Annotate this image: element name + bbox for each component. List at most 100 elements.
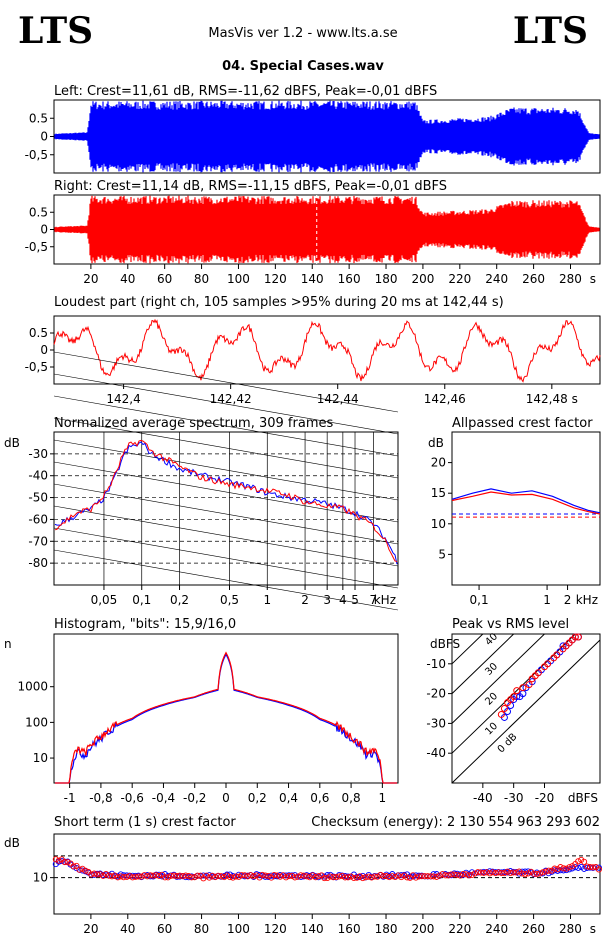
allpassed-crest-title: Allpassed crest factor — [452, 416, 593, 431]
short-term-crest-point-0 — [120, 872, 127, 879]
short-term-crest-point-1 — [147, 872, 154, 879]
loudest-part-xtick-label: 142,4 — [106, 392, 140, 406]
loudest-part-line — [53, 318, 601, 383]
short-term-crest-point-1 — [173, 873, 180, 880]
short-term-crest-point-1 — [150, 872, 157, 879]
short-term-crest-point-1 — [539, 869, 546, 876]
avg-spectrum-ytick-label: -50 — [28, 491, 48, 505]
short-term-crest-point-1 — [250, 873, 257, 880]
short-term-crest-point-1 — [412, 874, 419, 881]
short-term-crest-point-1 — [247, 872, 254, 879]
short-term-crest-point-1 — [212, 874, 219, 881]
app-title: MasVis ver 1.2 - www.lts.a.se — [208, 26, 398, 41]
short-term-crest-point-1 — [477, 869, 484, 876]
short-term-crest-point-1 — [61, 859, 68, 866]
peak-vs-rms-point-1 — [553, 651, 561, 659]
short-term-crest-point-1 — [356, 873, 363, 880]
short-term-crest-point-0 — [516, 870, 523, 877]
short-term-crest-xtick-label: 100 — [227, 922, 250, 936]
short-term-crest-point-1 — [483, 869, 490, 876]
avg-spectrum-series-0 — [54, 441, 398, 565]
left-waveform-title: Left: Crest=11,61 dB, RMS=-11,62 dBFS, P… — [54, 84, 437, 99]
short-term-crest-xtick-label: 120 — [264, 922, 287, 936]
short-term-crest-point-1 — [209, 872, 216, 879]
avg-spectrum-slope-line — [53, 483, 399, 545]
loudest-part-xtick-label: 142,46 — [424, 392, 466, 406]
right-waveform-title: Right: Crest=11,14 dB, RMS=-11,15 dBFS, … — [54, 179, 447, 194]
right-waveform-ytick-label: -0,5 — [25, 240, 48, 254]
short-term-crest-point-0 — [595, 864, 602, 871]
short-term-crest-point-1 — [581, 858, 588, 865]
peak-vs-rms-crest-label-1: 10 — [483, 721, 500, 738]
short-term-crest-point-1 — [507, 869, 514, 877]
loudest-part-frame — [53, 315, 601, 385]
short-term-crest-point-1 — [436, 872, 443, 879]
short-term-crest-point-1 — [312, 874, 319, 881]
short-term-crest-point-1 — [132, 873, 139, 880]
short-term-crest-point-1 — [513, 869, 520, 876]
right-waveform-xtick-label: 240 — [485, 272, 508, 286]
short-term-crest-point-1 — [223, 872, 231, 879]
histogram-xtick-label: -0,4 — [152, 791, 175, 805]
short-term-crest-point-1 — [123, 873, 130, 880]
avg-spectrum-slope-line — [53, 351, 399, 413]
short-term-crest-point-1 — [94, 871, 101, 878]
short-term-crest-point-1 — [324, 874, 331, 882]
peak-vs-rms-ytick-label: -40 — [426, 746, 446, 760]
peak-vs-rms-point-1 — [513, 687, 521, 695]
avg-spectrum-ylabel: dB — [4, 436, 20, 450]
histogram-xtick-label: 0 — [222, 791, 230, 805]
loudest-part-title: Loudest part (right ch, 105 samples >95%… — [54, 295, 504, 310]
short-term-crest-point-1 — [218, 873, 225, 880]
avg-spectrum-x-unit: kHz — [374, 593, 396, 607]
logo-left: LTS — [18, 10, 94, 52]
peak-vs-rms-crest-label-3: 30 — [483, 661, 500, 678]
peak-vs-rms-x-unit: dBFS — [568, 791, 598, 805]
avg-spectrum-ytick-label: -70 — [28, 534, 48, 548]
right-waveform-xtick-label: 200 — [411, 272, 434, 286]
left-waveform-ytick-label: -0,5 — [25, 148, 48, 162]
short-term-crest-point-1 — [262, 872, 269, 879]
short-term-crest-point-1 — [97, 871, 104, 878]
short-term-crest-point-1 — [64, 859, 71, 866]
short-term-crest-point-1 — [501, 870, 508, 877]
allpassed-crest-ylabel: dB — [428, 436, 444, 450]
right-waveform-xtick-label: 140 — [301, 272, 324, 286]
short-term-crest-point-1 — [164, 874, 172, 881]
short-term-crest-point-1 — [395, 872, 402, 879]
avg-spectrum-ytick-label: -30 — [28, 447, 48, 461]
short-term-crest-point-1 — [353, 874, 360, 881]
right-waveform-ytick-label: 0 — [40, 223, 48, 237]
short-term-crest-point-0 — [282, 872, 290, 879]
short-term-crest-point-1 — [427, 873, 434, 880]
short-term-crest-point-1 — [294, 873, 301, 880]
allpassed-crest-series-1 — [451, 491, 601, 515]
short-term-crest-point-1 — [141, 872, 148, 879]
short-term-crest-point-1 — [383, 873, 390, 880]
short-term-crest-point-1 — [82, 867, 89, 874]
short-term-crest-point-1 — [161, 874, 169, 881]
short-term-crest-point-1 — [522, 871, 529, 878]
short-term-crest-xtick-label: 180 — [375, 922, 398, 936]
peak-vs-rms-point-1 — [571, 633, 579, 641]
short-term-crest-point-1 — [108, 873, 115, 880]
avg-spectrum-xtick-label: 7 — [370, 593, 378, 607]
allpassed-crest-xtick-label: 0,1 — [470, 593, 489, 607]
short-term-crest-point-1 — [374, 873, 381, 880]
short-term-crest-point-0 — [572, 864, 579, 871]
allpassed-crest-frame — [451, 431, 601, 586]
avg-spectrum-slope-line — [53, 395, 399, 457]
peak-vs-rms-point-1 — [525, 681, 533, 689]
short-term-crest-point-1 — [330, 874, 337, 881]
short-term-crest-point-1 — [504, 868, 511, 875]
short-term-crest-point-1 — [297, 872, 304, 879]
short-term-crest-point-1 — [595, 866, 602, 873]
short-term-crest-point-1 — [433, 873, 440, 880]
short-term-crest-point-1 — [138, 873, 145, 880]
short-term-crest-point-1 — [91, 870, 98, 877]
short-term-crest-point-1 — [73, 862, 80, 869]
short-term-crest-point-1 — [215, 872, 222, 879]
short-term-crest-point-0 — [557, 867, 564, 874]
short-term-crest-point-1 — [424, 873, 431, 880]
peak-vs-rms-crest-line-3 — [451, 633, 515, 694]
